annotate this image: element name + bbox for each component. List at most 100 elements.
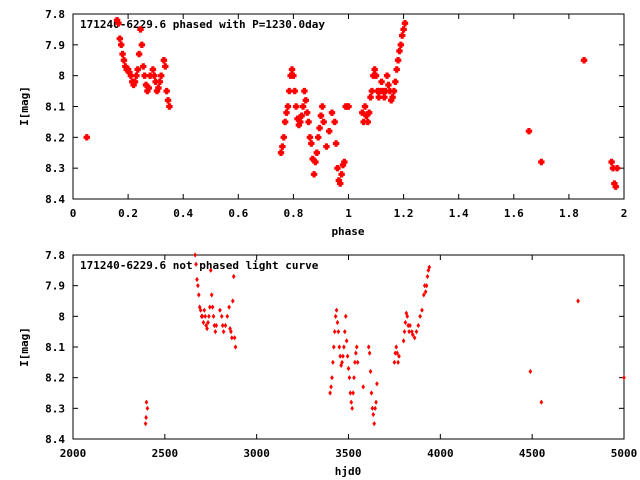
phased-data-point [334, 164, 341, 172]
phased-data-point [378, 78, 385, 86]
unphased-x-tick-label: 2000 [60, 447, 87, 460]
unphased-data-point [425, 273, 430, 280]
unphased-data-point [348, 390, 353, 396]
unphased-data-point [355, 359, 360, 365]
phased-data-point [156, 78, 163, 86]
phased-data-point [299, 103, 307, 110]
unphased-data-point [332, 329, 337, 335]
phased-data-point [127, 72, 135, 79]
phased-data-point [314, 134, 322, 141]
unphased-data-points [143, 252, 626, 427]
unphased-data-point [410, 332, 415, 338]
phased-data-point [131, 78, 139, 86]
phased-axis-ticks: 0 0.2 0.4 0.6 0.8 1 1.2 1.4 1.6 1.8 2 7.8 7.9 8 8.1 8.2… [45, 8, 627, 220]
phased-data-point [368, 87, 376, 95]
unphased-data-point [339, 362, 343, 368]
phased-data-point [613, 164, 621, 172]
unphased-data-point [214, 322, 219, 329]
phased-data-point [134, 66, 141, 73]
unphased-data-point [344, 338, 349, 344]
phased-x-tick-label: 0.4 [173, 207, 193, 220]
unphased-axis-ticks: 2000 2500 3000 3500 4000 4500 5000 7.8 7.9 8 8.1 8.… [45, 249, 637, 460]
unphased-data-point [336, 329, 341, 335]
unphased-data-point [418, 313, 422, 319]
unphased-data-point [143, 421, 148, 427]
unphased-data-point [421, 292, 426, 298]
unphased-data-point [394, 344, 399, 350]
unphased-data-point [208, 304, 212, 310]
unphased-y-tick-label: 8.2 [45, 372, 65, 385]
phased-data-points [83, 16, 621, 190]
unphased-data-point [393, 350, 398, 356]
phased-data-point [320, 118, 327, 126]
phased-data-point [290, 72, 297, 79]
unphased-data-point [424, 283, 429, 289]
unphased-data-point [371, 411, 376, 418]
phased-data-point [401, 20, 409, 27]
unphased-data-point [230, 298, 235, 304]
unphased-data-point [416, 322, 421, 329]
phased-data-point [140, 63, 147, 70]
unphased-data-point [213, 329, 218, 335]
phased-data-point [301, 87, 308, 95]
unphased-data-point [229, 329, 233, 335]
unphased-data-point [228, 326, 232, 332]
unphased-data-point [196, 292, 201, 298]
unphased-data-point [227, 304, 231, 310]
unphased-data-point [370, 405, 375, 411]
phased-data-point [612, 183, 619, 190]
unphased-data-point [343, 313, 348, 319]
unphased-data-point [212, 322, 217, 329]
unphased-data-point [367, 350, 372, 356]
unphased-data-point [208, 267, 213, 273]
unphased-x-tick-label: 2500 [152, 447, 179, 460]
phased-x-tick-label: 0.6 [228, 207, 248, 220]
unphased-data-point [403, 319, 408, 326]
phased-data-point [160, 57, 168, 64]
unphased-data-point [144, 399, 149, 405]
phased-data-point [149, 66, 157, 73]
unphased-data-point [231, 273, 236, 280]
unphased-data-point [200, 313, 205, 319]
unphased-data-point [210, 304, 215, 310]
unphased-data-point [426, 267, 431, 273]
phased-data-point [312, 158, 319, 166]
phased-x-axis-label: phase [331, 225, 364, 238]
phased-data-point [389, 94, 396, 101]
phased-data-point [361, 103, 369, 110]
phased-data-point [284, 103, 292, 110]
phased-data-point [119, 50, 126, 58]
phased-data-point [383, 72, 391, 79]
phased-x-tick-label: 0 [70, 207, 77, 220]
phased-data-point [396, 47, 403, 55]
unphased-data-point [145, 405, 150, 411]
phased-data-point [313, 149, 321, 156]
phased-x-tick-label: 0.8 [283, 207, 303, 220]
phased-data-point [151, 72, 158, 79]
phased-data-point [390, 87, 398, 95]
unphased-data-point [375, 381, 379, 387]
unphased-x-tick-label: 5000 [611, 447, 638, 460]
unphased-data-point [402, 329, 407, 335]
unphased-x-tick-label: 4000 [427, 447, 454, 460]
phased-data-point [341, 158, 348, 166]
unphased-data-point [406, 322, 411, 329]
phased-data-point [345, 103, 352, 110]
unphased-data-point [347, 375, 352, 381]
phased-data-point [141, 72, 148, 79]
phased-data-point [332, 140, 340, 147]
unphased-data-point [201, 319, 206, 326]
unphased-data-point [331, 359, 335, 365]
phased-data-point [608, 158, 615, 166]
phased-data-point [385, 81, 392, 89]
unphased-data-point [361, 384, 366, 390]
phased-data-point [397, 41, 405, 49]
unphased-data-point [206, 319, 210, 326]
unphased-data-point [373, 405, 377, 411]
unphased-data-point [337, 344, 342, 350]
unphased-data-point [414, 329, 419, 335]
phased-light-curve-panel: 171240-6229.6 phased with P=1230.0day ph… [18, 8, 627, 238]
unphased-y-tick-label: 8.3 [45, 402, 65, 415]
unphased-data-point [368, 368, 373, 375]
